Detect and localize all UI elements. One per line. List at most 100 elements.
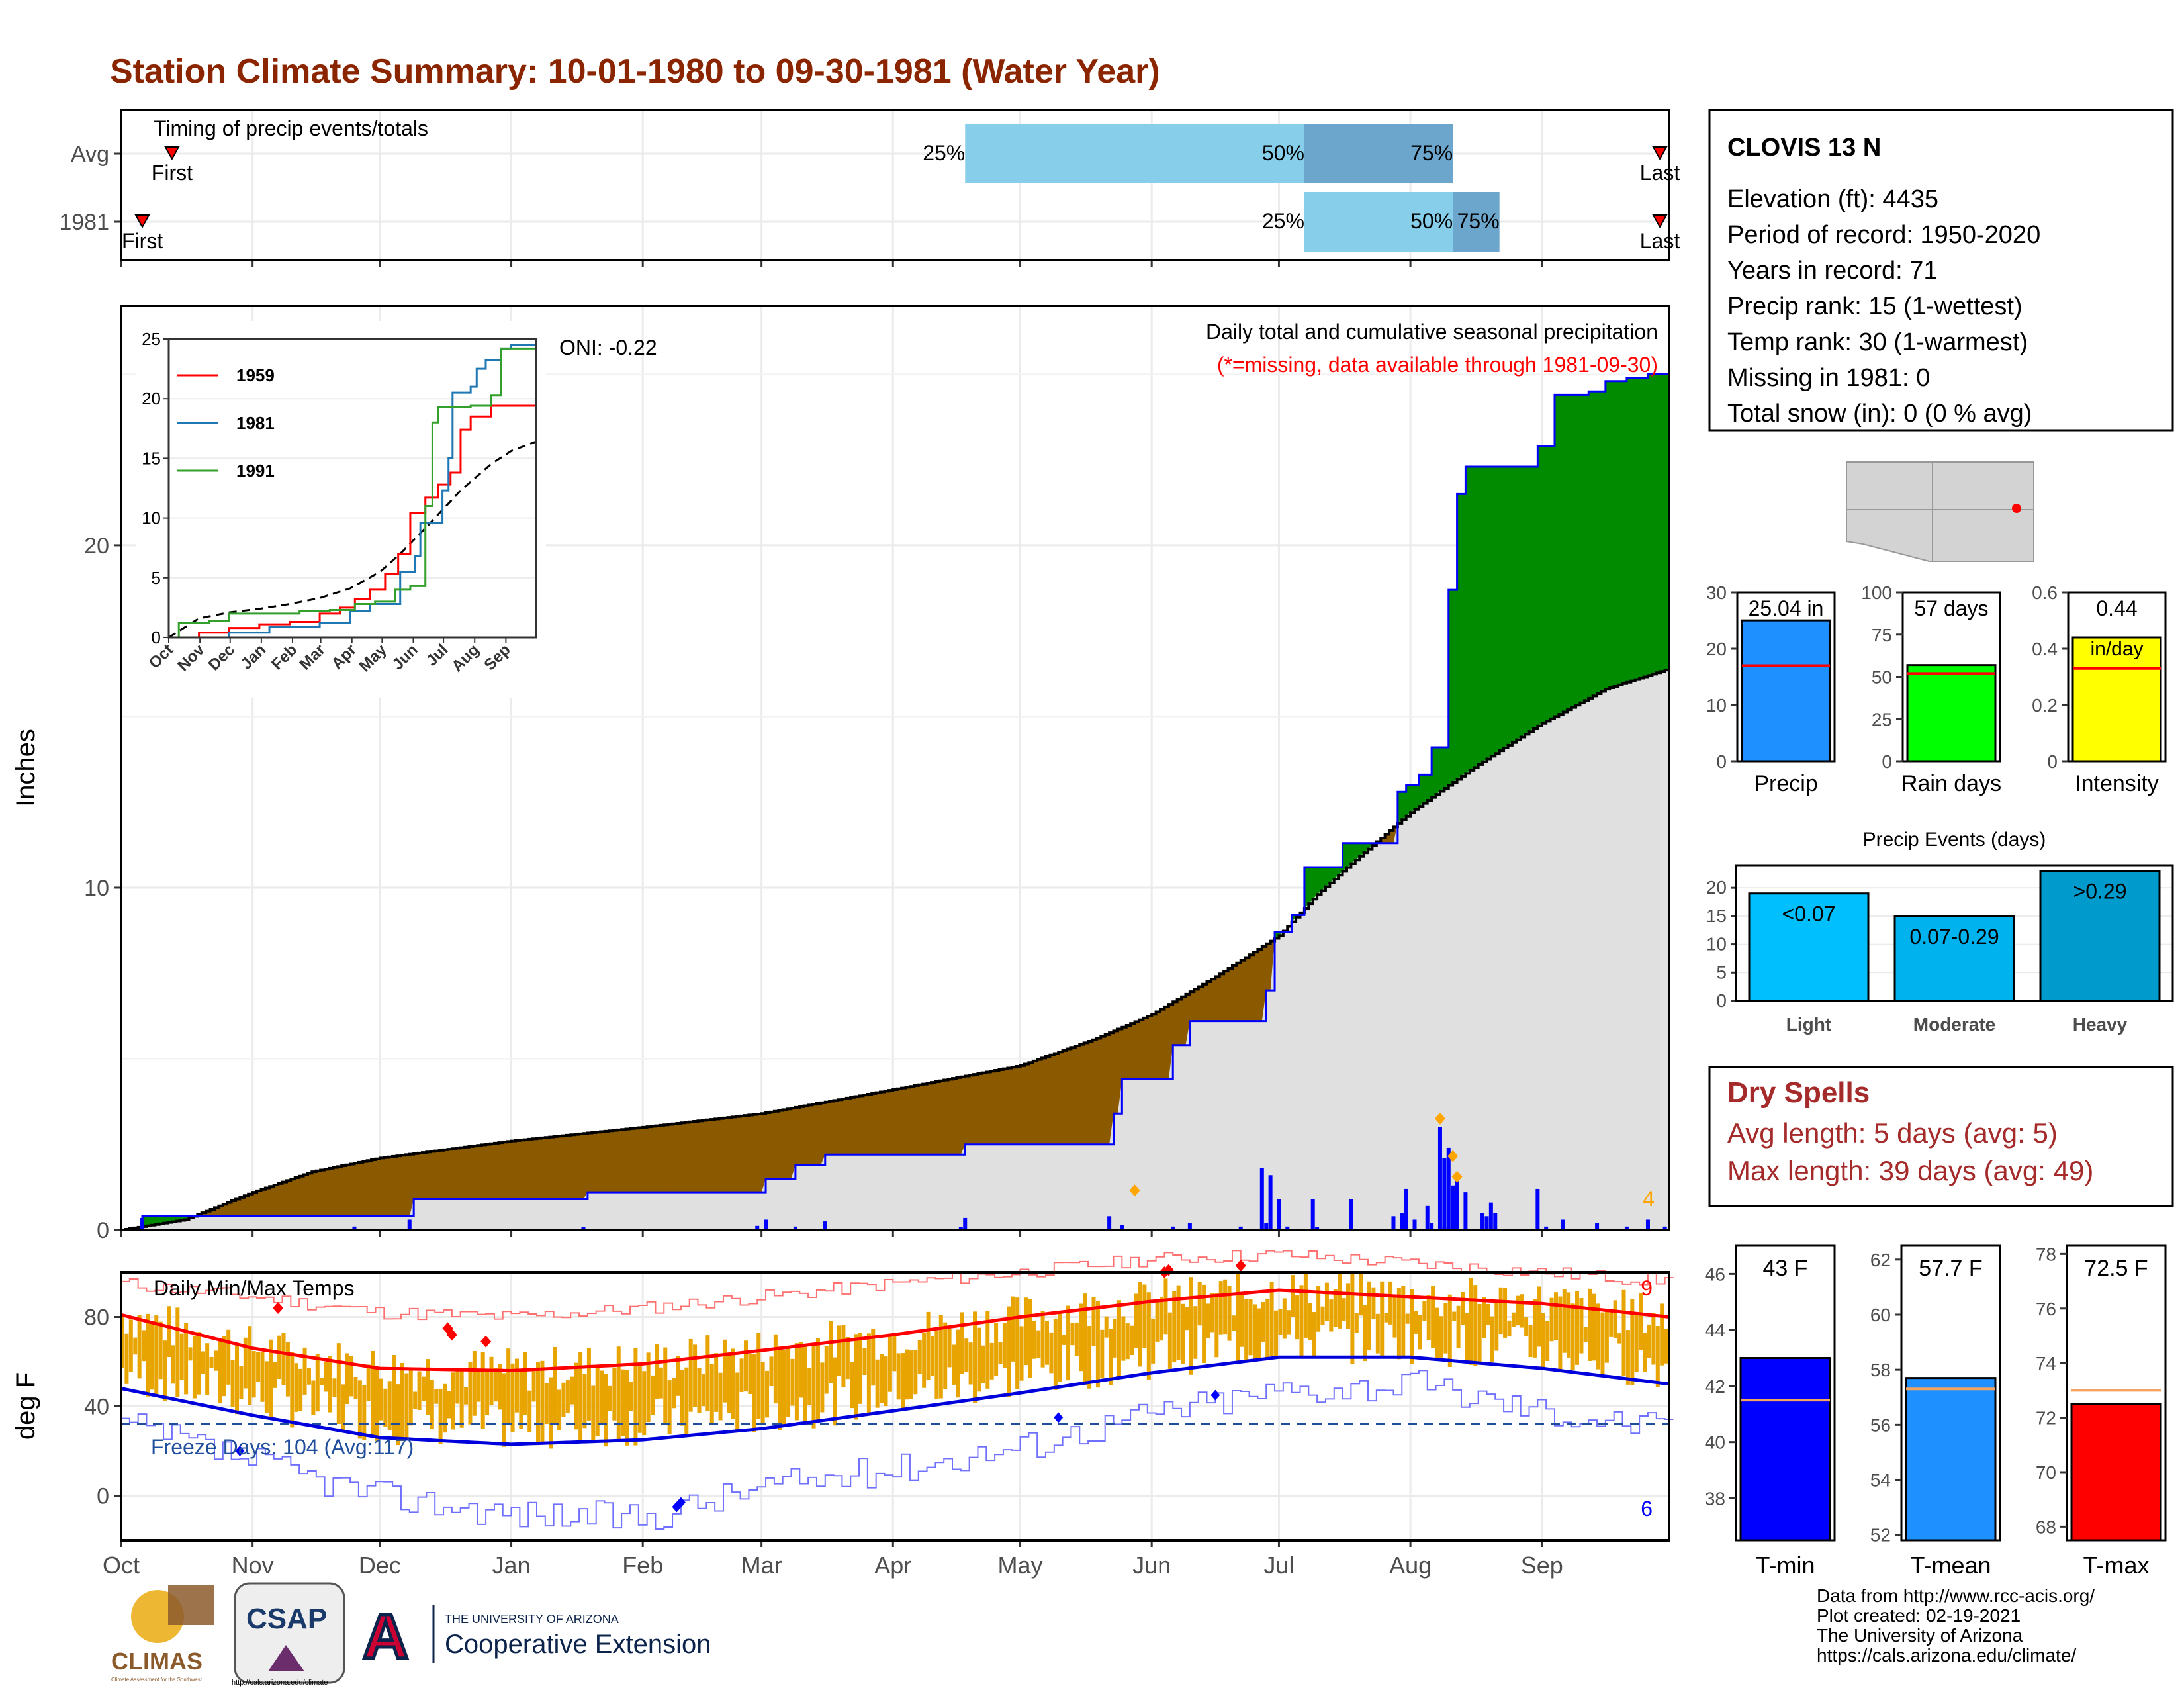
- daily-precip-bar: [1425, 1205, 1430, 1230]
- daily-temp-range-bar: [1342, 1298, 1346, 1321]
- daily-temp-range-bar: [1396, 1288, 1401, 1360]
- temp-bar-y-tick-label: 62: [1870, 1250, 1891, 1270]
- summary-y-tick-label: 100: [1861, 583, 1892, 603]
- daily-temp-range-bar: [1371, 1287, 1376, 1319]
- footer-line-1: Data from http://www.rcc-acis.org/: [1817, 1585, 2095, 1606]
- daily-precip-bar: [1493, 1213, 1498, 1230]
- daily-temp-range-bar: [1613, 1300, 1617, 1338]
- daily-temp-range-bar: [320, 1378, 324, 1385]
- daily-temp-range-bar: [922, 1333, 927, 1388]
- daily-temp-range-bar: [281, 1333, 286, 1385]
- timing-bar-50-75: [1304, 124, 1453, 183]
- daily-temp-range-bar: [701, 1374, 705, 1407]
- station-snow: Total snow (in): 0 (0 % avg): [1727, 400, 2032, 428]
- timing-bar-50-75: [1453, 192, 1500, 252]
- daily-temp-range-bar: [608, 1385, 612, 1411]
- daily-temp-range-bar: [1477, 1304, 1482, 1364]
- daily-temp-range-bar: [371, 1351, 375, 1436]
- daily-temp-range-bar: [938, 1315, 943, 1399]
- month-axis-label: Dec: [359, 1552, 401, 1579]
- avg-cumulative-line: [121, 669, 1670, 1231]
- daily-temp-range-bar: [794, 1343, 799, 1421]
- inset-y-tick-label: 5: [152, 568, 161, 588]
- summary-y-tick-label: 10: [1706, 695, 1727, 716]
- logo-climas-sub: Climate Assessment for the Southwest: [111, 1677, 203, 1683]
- station-info-box: CLOVIS 13 N Elevation (ft): 4435 Period …: [1708, 109, 2174, 432]
- daily-temp-range-bar: [549, 1377, 553, 1449]
- daily-temp-range-bar: [459, 1368, 464, 1428]
- daily-temp-range-bar: [290, 1352, 295, 1428]
- daily-temp-range-bar: [514, 1358, 519, 1413]
- month-axis-label: Sep: [1521, 1552, 1563, 1579]
- daily-temp-range-bar: [998, 1342, 1003, 1364]
- daily-temp-range-bar: [260, 1352, 265, 1402]
- daily-temp-range-bar: [1100, 1329, 1105, 1379]
- month-axis-label: Jul: [1263, 1552, 1294, 1579]
- temp-bar-y-tick-label: 70: [2036, 1462, 2056, 1483]
- summary-y-tick-label: 0.4: [2032, 639, 2058, 659]
- daily-temp-range-bar: [676, 1356, 680, 1396]
- timing-first-label: First: [122, 229, 163, 253]
- summary-y-tick-label: 75: [1872, 625, 1892, 645]
- daily-precip-bar: [352, 1226, 357, 1230]
- daily-precip-bar: [1277, 1199, 1281, 1230]
- daily-temp-range-bar: [158, 1321, 163, 1380]
- daily-precip-bar: [1285, 1226, 1290, 1230]
- daily-temp-range-bar: [1490, 1316, 1494, 1362]
- daily-temp-range-bar: [366, 1364, 371, 1401]
- summary-value-text: 0.44: [2096, 596, 2137, 620]
- daily-temp-range-bar: [1345, 1283, 1350, 1329]
- daily-temp-range-bar: [472, 1350, 477, 1416]
- daily-temp-range-bar: [905, 1349, 909, 1400]
- daily-temp-range-bar: [137, 1315, 142, 1379]
- record-max-line: [121, 1250, 1674, 1321]
- daily-temp-range-bar: [124, 1333, 129, 1384]
- daily-temp-range-bar: [709, 1364, 714, 1424]
- daily-precip-bar: [1645, 1219, 1650, 1230]
- daily-temp-range-bar: [375, 1368, 379, 1441]
- daily-temp-range-bar: [871, 1329, 876, 1386]
- daily-temp-range-bar: [536, 1362, 541, 1443]
- daily-temp-range-bar: [1028, 1299, 1032, 1378]
- station-temp-rank: Temp rank: 30 (1-warmest): [1727, 328, 2028, 356]
- daily-temp-range-bar: [1079, 1303, 1083, 1372]
- daily-temp-range-bar: [994, 1323, 999, 1376]
- daily-temp-range-bar: [1167, 1312, 1172, 1369]
- extreme-precip-marker: [1447, 1150, 1459, 1162]
- inset-series-line-1959: [169, 404, 536, 639]
- daily-temp-range-bar: [1562, 1289, 1567, 1353]
- daily-temp-range-bar: [1625, 1330, 1630, 1385]
- daily-temp-range-bar: [387, 1381, 392, 1430]
- daily-precip-bar: [1544, 1226, 1549, 1230]
- daily-temp-range-bar: [1558, 1296, 1563, 1371]
- daily-temp-range-bar: [1087, 1326, 1092, 1389]
- daily-temp-range-bar: [1545, 1321, 1550, 1361]
- daily-temp-range-bar: [353, 1377, 358, 1399]
- daily-precip-bar: [407, 1219, 412, 1230]
- oni-value: ONI: -0.22: [559, 336, 657, 359]
- daily-temp-range-bar: [1621, 1289, 1626, 1377]
- daily-temp-range-bar: [396, 1384, 400, 1446]
- daily-temp-range-bar: [1019, 1326, 1024, 1381]
- month-axis-label: Jun: [1132, 1552, 1171, 1579]
- daily-precip-bar: [1171, 1226, 1175, 1230]
- summary-bar-label: Intensity: [2075, 771, 2159, 796]
- daily-temp-range-bar: [875, 1359, 880, 1408]
- daily-temp-range-bar: [1015, 1297, 1020, 1389]
- daily-temp-range-bar: [1197, 1282, 1202, 1326]
- daily-temp-range-bar: [302, 1347, 307, 1395]
- precip-y-tick-label: 20: [84, 534, 109, 559]
- daily-temp-range-bar: [523, 1352, 527, 1415]
- daily-temp-range-bar: [1058, 1311, 1062, 1382]
- daily-temp-range-bar: [1172, 1291, 1177, 1363]
- daily-temp-range-bar: [803, 1346, 807, 1425]
- daily-temp-range-bar: [426, 1359, 430, 1416]
- daily-temp-range-bar: [1210, 1293, 1214, 1333]
- extreme-precip-marker: [1451, 1170, 1463, 1183]
- temp-bar-y-tick-label: 60: [1870, 1305, 1891, 1325]
- daily-temp-range-bar: [866, 1333, 871, 1414]
- daily-temp-range-bar: [722, 1339, 727, 1403]
- daily-temp-range-bar: [693, 1344, 698, 1407]
- daily-temp-range-bar: [934, 1330, 939, 1399]
- daily-temp-range-bar: [489, 1356, 494, 1405]
